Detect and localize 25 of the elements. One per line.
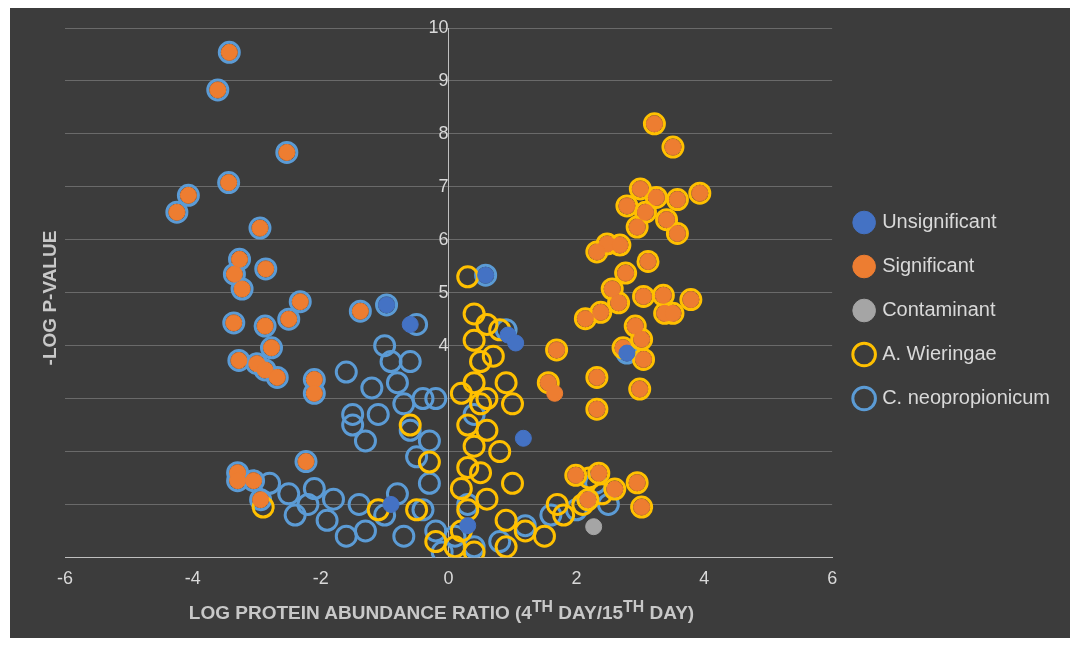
y-tick-label: 9 xyxy=(438,69,449,90)
point xyxy=(507,334,525,352)
x-tick-label: 0 xyxy=(443,568,454,589)
legend-label: Significant xyxy=(882,254,975,277)
y-tick-label: 10 xyxy=(428,16,449,37)
y-tick-label: 4 xyxy=(438,334,449,355)
legend-label: Contaminant xyxy=(882,298,996,321)
x-axis-title: LOG PROTEIN ABUNDANCE RATIO (4$^{TH}$ DAY/15$^{TH}$ DAY) xyxy=(187,598,696,625)
point xyxy=(382,495,400,513)
point xyxy=(585,518,603,536)
point xyxy=(514,429,532,447)
y-tick-label: 7 xyxy=(438,175,449,196)
legend-label: C. neopropionicum xyxy=(882,386,1050,409)
x-tick-label: 2 xyxy=(571,568,582,589)
legend-label: Unsignificant xyxy=(882,210,998,233)
legend-label: A. Wieringae xyxy=(882,342,997,365)
y-tick-label: 6 xyxy=(438,228,449,249)
x-tick-label: 6 xyxy=(827,568,838,589)
y-tick-label: 8 xyxy=(438,122,449,143)
y-axis-title: -LOG P-VALUE xyxy=(39,230,61,366)
x-tick-label: 4 xyxy=(699,568,710,589)
y-tick-label: 5 xyxy=(438,281,449,302)
x-tick-label: -6 xyxy=(56,568,74,589)
x-tick-label: -4 xyxy=(184,568,201,589)
x-tick-label: -2 xyxy=(312,568,329,589)
